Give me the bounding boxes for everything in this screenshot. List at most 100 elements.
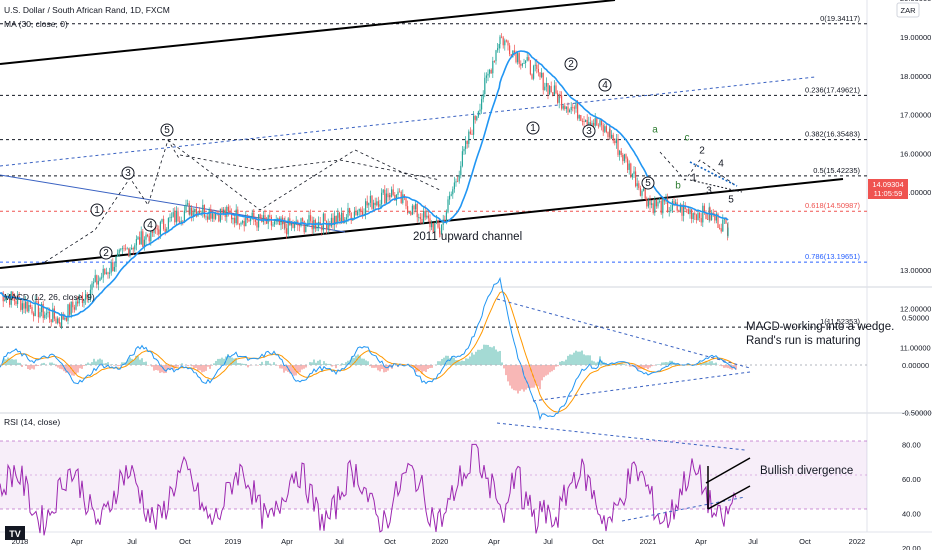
candle-body [109, 272, 111, 274]
macd-hist-bar [503, 365, 505, 369]
macd-wedge-lower[interactable] [532, 371, 751, 402]
macd-hist-bar [103, 363, 105, 365]
resistance-line[interactable] [0, 76, 816, 167]
candle-body [495, 50, 497, 62]
macd-hist-bar [567, 355, 569, 365]
candle-body [194, 208, 196, 213]
macd-hist-bar [701, 362, 703, 365]
macd-hist-bar [367, 361, 369, 365]
macd-hist-bar [511, 365, 513, 389]
final-wedge-bottom[interactable] [689, 179, 743, 193]
macd-hist-bar [309, 362, 311, 365]
price-axis[interactable]: 20.00000 19.00000 18.00000 17.00000 16.00000… [900, 0, 931, 352]
downtrend-line[interactable] [0, 174, 346, 233]
candle-body [137, 237, 139, 240]
macd-hist-bar [467, 358, 469, 365]
wave-circle [121, 166, 135, 180]
divergence-channel-upper[interactable] [705, 457, 751, 484]
macd-hist-bar [101, 359, 103, 365]
channel-upper-line[interactable] [0, 0, 616, 65]
macd-hist-bar [665, 362, 667, 365]
macd-hist-bar [127, 359, 129, 365]
candle-body [552, 92, 554, 96]
macd-hist-bar [357, 354, 359, 365]
macd-hist-bar [375, 365, 377, 368]
divergence-channel-lower[interactable] [707, 485, 751, 510]
fib-label: 0.5(15.42235) [813, 166, 860, 175]
candle-body [123, 248, 125, 250]
candle-body [544, 86, 546, 91]
macd-hist-bar [525, 365, 527, 390]
ma-line[interactable] [0, 50, 729, 318]
macd-hist-bar [61, 365, 63, 370]
rsi-line[interactable] [0, 443, 737, 536]
currency-box[interactable] [896, 2, 920, 18]
candle-body [33, 313, 35, 317]
candle-body [723, 218, 725, 220]
macd-hist-bar [305, 365, 307, 368]
candle-body [96, 275, 98, 285]
time-axis-label: Oct [384, 537, 397, 546]
currency-label[interactable]: ZAR [901, 6, 917, 15]
candle-body [129, 249, 131, 257]
price-axis-label: 19.00000 [900, 33, 931, 42]
wave-circle [582, 124, 596, 138]
macd-hist-bar [273, 362, 275, 365]
candle-body [605, 126, 607, 133]
candle-body [408, 212, 410, 214]
candle-body [2, 292, 4, 302]
macd-hist-bar [43, 362, 45, 365]
time-axis[interactable]: 2018 Apr Jul Oct 2019 Apr Jul Oct 2020 Apr Jul Oct 2… [12, 537, 866, 546]
macd-hist-bar [331, 365, 333, 367]
candle-body [238, 223, 240, 225]
macd-hist-bar [11, 359, 13, 365]
candle-body [614, 140, 616, 144]
final-wedge-top[interactable] [689, 161, 738, 187]
candle-body [172, 212, 174, 217]
candle-body [695, 214, 697, 220]
macd-hist-bar [265, 360, 267, 365]
macd-hist-bar [621, 363, 623, 365]
candle-body [191, 207, 193, 216]
candle-body [64, 317, 66, 320]
candle-body [171, 216, 173, 218]
macd-signal-line[interactable] [0, 291, 737, 413]
rsi-wedge-lower[interactable] [621, 496, 746, 522]
candle-body [251, 212, 253, 219]
candle-body [97, 280, 99, 285]
candle-body [59, 322, 61, 327]
candle-body [290, 223, 292, 226]
macd-hist-bar [533, 365, 535, 388]
candle-body [474, 115, 476, 120]
macd-hist-bar [21, 365, 23, 367]
candle-body [107, 272, 109, 274]
macd-hist-bar [211, 365, 213, 366]
macd-wedge-upper[interactable] [496, 298, 751, 369]
macd-hist-bar [517, 365, 519, 394]
macd-hist-bar [487, 344, 489, 365]
candle-body [553, 85, 555, 96]
macd-hist-bar [69, 365, 71, 374]
candle-body [644, 188, 646, 199]
macd-line[interactable] [0, 276, 737, 421]
macd-hist-bar [645, 365, 647, 368]
macd-hist-bar [279, 365, 281, 369]
channel-lower-line[interactable] [0, 178, 844, 269]
candle-body [223, 209, 225, 215]
macd-axis[interactable]: 0.50000 0.00000 -0.50000 [902, 314, 932, 418]
rsi-legend: RSI (14, close) [4, 417, 60, 427]
candle-body [539, 72, 541, 78]
wave-circle [160, 123, 174, 137]
wave-circle [564, 57, 578, 71]
candle-body [294, 221, 296, 228]
macd-hist-bar [129, 357, 131, 365]
macd-hist-bar [217, 358, 219, 365]
macd-hist-bar [369, 365, 371, 367]
macd-hist-bar [713, 363, 715, 365]
macd-hist-bar [597, 361, 599, 365]
rsi-axis[interactable]: 80.00 60.00 40.00 20.00 [902, 440, 921, 550]
candle-body [321, 225, 323, 231]
tradingview-logo[interactable]: TV [5, 526, 25, 540]
